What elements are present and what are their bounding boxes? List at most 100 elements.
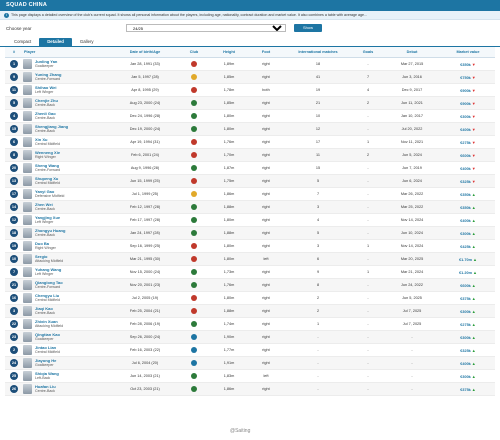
market-value-link[interactable]: €350k bbox=[460, 205, 471, 210]
player-name-link[interactable]: Yangjing Xue bbox=[35, 215, 61, 221]
club-crest-icon[interactable] bbox=[191, 347, 197, 353]
market-value-link[interactable]: €600k bbox=[460, 283, 471, 288]
club-crest-icon[interactable] bbox=[191, 178, 197, 184]
player-name-link[interactable]: Zhenli Gao bbox=[35, 111, 56, 117]
market-value-link[interactable]: €400k bbox=[460, 166, 471, 171]
club-crest-icon[interactable] bbox=[191, 308, 197, 314]
club-crest-icon[interactable] bbox=[191, 113, 197, 119]
tab-gallery[interactable]: Gallery bbox=[79, 39, 94, 44]
club-crest-icon[interactable] bbox=[191, 165, 197, 171]
club-crest-icon[interactable] bbox=[191, 282, 197, 288]
player-name-link[interactable]: Junling Yan bbox=[35, 59, 58, 65]
player-name-link[interactable]: Jintao Lian bbox=[35, 345, 57, 351]
market-value-link[interactable]: €900k bbox=[460, 88, 471, 93]
club-crest-icon[interactable] bbox=[191, 295, 197, 301]
club-crest-icon[interactable] bbox=[191, 269, 197, 275]
market-value-link[interactable]: €350k bbox=[460, 192, 471, 197]
show-button[interactable]: Show bbox=[294, 24, 322, 32]
club-crest-icon[interactable] bbox=[191, 386, 197, 392]
col-value[interactable]: Market value bbox=[441, 47, 495, 58]
col-club[interactable]: Club bbox=[179, 47, 209, 58]
player-name-link[interactable]: Zhen Wei bbox=[35, 202, 53, 208]
player-name-link[interactable]: Chengyu Liu bbox=[35, 293, 60, 299]
market-value-link[interactable]: €600k bbox=[460, 153, 471, 158]
market-value-link[interactable]: €325k bbox=[460, 179, 471, 184]
club-crest-icon[interactable] bbox=[191, 87, 197, 93]
club-crest-icon[interactable] bbox=[191, 126, 197, 132]
player-name-link[interactable]: Jiaqi Kao bbox=[35, 306, 53, 312]
col-goals[interactable]: Goals bbox=[353, 47, 383, 58]
col-player[interactable]: Player bbox=[23, 47, 111, 58]
club-crest-icon[interactable] bbox=[191, 334, 197, 340]
col-debut[interactable]: Debut bbox=[383, 47, 441, 58]
player-foot: right bbox=[249, 226, 283, 240]
market-value-link[interactable]: €900k bbox=[460, 101, 471, 106]
club-crest-icon[interactable] bbox=[191, 217, 197, 223]
market-value-link[interactable]: €275k bbox=[460, 140, 471, 145]
col-number[interactable]: # bbox=[5, 47, 23, 58]
player-name-link[interactable]: Yuhang Wang bbox=[35, 267, 62, 273]
club-crest-icon[interactable] bbox=[191, 61, 197, 67]
col-foot[interactable]: Foot bbox=[249, 47, 283, 58]
market-value-link[interactable]: €375k bbox=[460, 387, 471, 392]
market-value-link[interactable]: €300k bbox=[460, 335, 471, 340]
player-name-link[interactable]: Yanyi Gao bbox=[35, 189, 55, 195]
market-value-link[interactable]: €300k bbox=[460, 309, 471, 314]
player-name-link[interactable]: Wenneng Xie bbox=[35, 150, 61, 156]
market-value-link[interactable]: €300k bbox=[460, 114, 471, 119]
player-name-link[interactable]: Xin Xu bbox=[35, 137, 48, 143]
market-value-link[interactable]: €400k bbox=[460, 127, 471, 132]
market-value-link[interactable]: €1.20m bbox=[459, 270, 472, 275]
player-name-link[interactable]: Qianglong Tao bbox=[35, 280, 63, 286]
player-name-link[interactable]: Qingtian Kao bbox=[35, 332, 60, 338]
player-caps: 8 bbox=[283, 278, 353, 292]
col-height[interactable]: Height bbox=[209, 47, 249, 58]
player-name-link[interactable]: Shiqia Wang bbox=[35, 371, 59, 377]
club-crest-icon[interactable] bbox=[191, 243, 197, 249]
player-name-link[interactable]: Zhongyu Huang bbox=[35, 228, 66, 234]
season-select[interactable]: 24/25 bbox=[126, 24, 286, 32]
market-value-link[interactable]: €300k bbox=[460, 374, 471, 379]
club-crest-icon[interactable] bbox=[191, 152, 197, 158]
player-name-link[interactable]: Yuning Zhang bbox=[35, 72, 62, 78]
player-name-link[interactable]: Sheng Wang bbox=[35, 163, 60, 169]
club-crest-icon[interactable] bbox=[191, 139, 197, 145]
club-crest-icon[interactable] bbox=[191, 191, 197, 197]
tab-detailed[interactable]: Detailed bbox=[39, 38, 72, 46]
club-crest-icon[interactable] bbox=[191, 204, 197, 210]
col-dob[interactable]: Date of birth/Age bbox=[111, 47, 179, 58]
market-value-link[interactable]: €425k bbox=[460, 244, 471, 249]
player-name-link[interactable]: Sergio bbox=[35, 254, 48, 260]
player-name-link[interactable]: Duo Ba bbox=[35, 241, 49, 247]
player-name-link[interactable]: Jiayong He bbox=[35, 358, 57, 364]
club-crest-icon[interactable] bbox=[191, 74, 197, 80]
market-value-link[interactable]: €1.70m bbox=[459, 257, 472, 262]
market-value-link[interactable]: €750k bbox=[460, 75, 471, 80]
club-crest-icon[interactable] bbox=[191, 373, 197, 379]
club-crest-icon[interactable] bbox=[191, 360, 197, 366]
player-dob: Jan 5, 1997 (28) bbox=[111, 70, 179, 84]
player-position: Centre-Back bbox=[35, 311, 55, 316]
market-value-link[interactable]: €325k bbox=[460, 348, 471, 353]
market-value-link[interactable]: €375k bbox=[460, 296, 471, 301]
player-name-link[interactable]: Shupeng Xu bbox=[35, 176, 59, 182]
club-crest-icon[interactable] bbox=[191, 100, 197, 106]
market-value-link[interactable]: €400k bbox=[460, 218, 471, 223]
market-value-link[interactable]: €400k bbox=[460, 361, 471, 366]
col-caps[interactable]: International matches bbox=[283, 47, 353, 58]
player-name-link[interactable]: Shihao Wei bbox=[35, 85, 57, 91]
tab-compact[interactable]: Compact bbox=[14, 39, 32, 44]
club-crest-icon[interactable] bbox=[191, 230, 197, 236]
player-goals: - bbox=[353, 200, 383, 214]
market-value-link[interactable]: €350k bbox=[460, 62, 471, 67]
player-goals: - bbox=[353, 356, 383, 370]
player-name-link[interactable]: Shengjiang Jiang bbox=[35, 124, 69, 130]
player-name-link[interactable]: Zhixin Xuan bbox=[35, 319, 58, 325]
player-name-link[interactable]: Huafan Liu bbox=[35, 384, 56, 390]
player-height: 1,80m bbox=[209, 109, 249, 123]
club-crest-icon[interactable] bbox=[191, 321, 197, 327]
player-name-link[interactable]: Chenjie Zhu bbox=[35, 98, 58, 104]
club-crest-icon[interactable] bbox=[191, 256, 197, 262]
market-value-link[interactable]: €275k bbox=[460, 322, 471, 327]
market-value-link[interactable]: €300k bbox=[460, 231, 471, 236]
